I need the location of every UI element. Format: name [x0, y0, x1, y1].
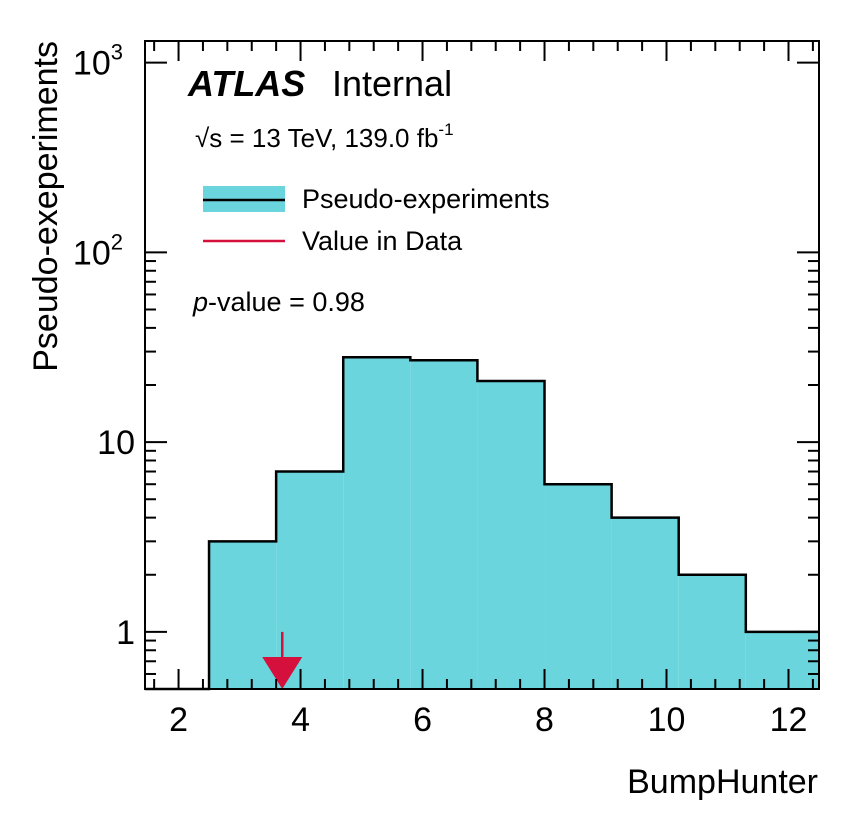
plot-frame — [144, 40, 820, 690]
data-value-arrow-head — [262, 657, 303, 689]
y-tick-exponent: 2 — [111, 229, 123, 254]
p-value-label: p-value = 0.98 — [192, 287, 365, 317]
atlas-label: ATLAS — [187, 63, 305, 104]
legend-label-value-in-data: Value in Data — [302, 226, 463, 256]
y-tick-label: 103 — [73, 40, 123, 83]
histogram-bin — [410, 360, 478, 689]
histogram-bin — [276, 471, 344, 689]
histogram-bin — [209, 541, 277, 689]
histogram-bin — [678, 574, 746, 689]
y-tick-label: 102 — [73, 229, 123, 272]
y-axis-title: Pseudo-exeperiments — [27, 41, 65, 372]
x-tick-label: 6 — [413, 701, 432, 739]
energy-label: √s = 13 TeV, 139.0 fb-1 — [195, 120, 454, 153]
histogram-bin — [477, 380, 545, 689]
histogram-outline — [145, 356, 819, 691]
histogram-bin — [611, 517, 679, 689]
histogram-bin — [745, 631, 819, 689]
energy-text: s = 13 TeV, 139.0 fb — [209, 123, 438, 153]
y-tick-exponent: 3 — [111, 40, 123, 65]
histogram-bin — [544, 484, 612, 689]
sqrt-symbol: √ — [195, 123, 210, 153]
p-value-text: -value = 0.98 — [208, 287, 365, 317]
x-tick-label: 8 — [535, 701, 554, 739]
legend: Pseudo-experiments Value in Data — [203, 184, 550, 256]
x-axis-title: BumpHunter — [627, 763, 818, 801]
y-tick-label: 10 — [97, 424, 135, 462]
legend-label-pseudo-experiments: Pseudo-experiments — [302, 184, 550, 214]
y-tick-base: 10 — [73, 45, 111, 83]
x-tick-label: 12 — [770, 701, 808, 739]
energy-superscript: -1 — [438, 120, 453, 139]
internal-label: Internal — [332, 63, 452, 104]
x-tick-label: 10 — [648, 701, 686, 739]
x-tick-label: 4 — [291, 701, 310, 739]
y-tick-label: 1 — [116, 614, 135, 652]
y-tick-base: 10 — [73, 234, 111, 272]
p-value-p: p — [192, 287, 208, 317]
x-tick-label: 2 — [169, 701, 188, 739]
plot-layer — [145, 356, 819, 691]
histogram-bin — [343, 357, 411, 689]
